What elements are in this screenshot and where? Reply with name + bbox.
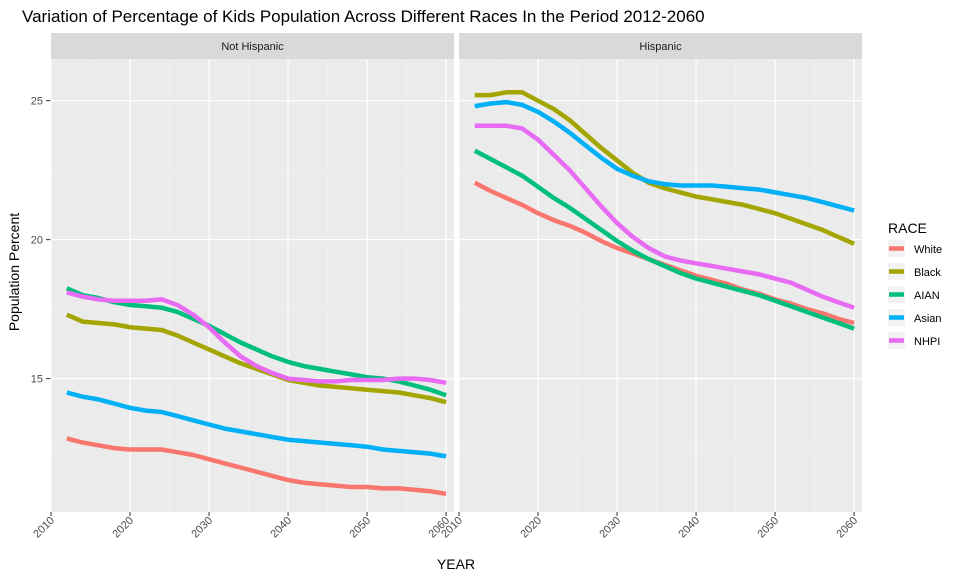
legend-item-aian: AIAN	[888, 286, 940, 303]
chart-title: Variation of Percentage of Kids Populati…	[22, 7, 705, 26]
y-tick-label: 15	[31, 374, 43, 386]
legend-item-asian: Asian	[888, 309, 942, 326]
x-tick-label: 2020	[518, 515, 544, 541]
panel-background	[51, 59, 454, 512]
series-line-black	[65, 312, 447, 405]
facet-strip	[459, 33, 862, 59]
legend: RACE White Black AIAN Asian NHPI	[888, 220, 942, 349]
series-line-black	[474, 90, 856, 246]
legend-label: Asian	[914, 313, 942, 325]
series-line-white	[66, 436, 447, 497]
legend-item-nhpi: NHPI	[888, 332, 940, 349]
y-axis-title: Population Percent	[6, 213, 22, 331]
series-line-nhpi	[66, 290, 447, 386]
legend-label: Black	[914, 267, 941, 279]
legend-title: RACE	[888, 220, 927, 236]
x-tick-label: 2060	[834, 515, 860, 541]
series-line-aian	[473, 148, 855, 331]
y-tick-label: 20	[31, 235, 43, 247]
x-tick-label: 2050	[347, 515, 373, 541]
legend-item-black: Black	[888, 263, 941, 280]
x-tick-label: 2020	[110, 515, 136, 541]
x-axis-title: YEAR	[437, 556, 475, 572]
y-tick-label: 25	[31, 96, 43, 108]
legend-item-white: White	[888, 240, 942, 257]
facet-strip-label: Hispanic	[639, 41, 682, 53]
x-tick-label: 2010	[31, 515, 57, 541]
legend-label: AIAN	[914, 290, 940, 302]
facet-strip	[51, 33, 454, 59]
series-line-nhpi	[474, 123, 855, 310]
series-line-asian	[474, 99, 855, 213]
legend-label: NHPI	[914, 336, 940, 348]
facet-strip-label: Not Hispanic	[221, 41, 284, 53]
x-tick-label: 2040	[268, 515, 294, 541]
x-tick-label: 2030	[189, 515, 215, 541]
series-line-asian	[66, 390, 447, 459]
legend-label: White	[914, 244, 942, 256]
x-tick-label: 2050	[755, 515, 781, 541]
x-tick-label: 2040	[676, 515, 702, 541]
x-tick-label: 2030	[597, 515, 623, 541]
